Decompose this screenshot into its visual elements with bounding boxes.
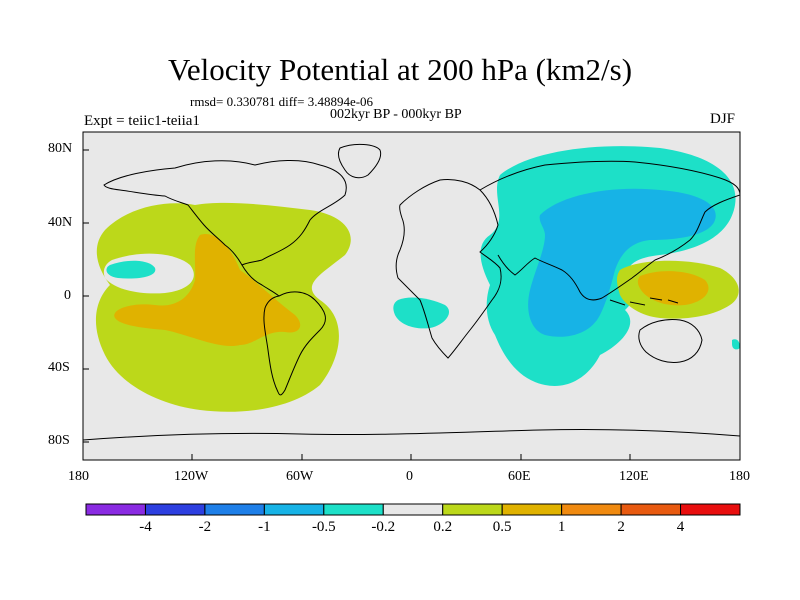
north-america-coast [103, 159, 347, 266]
period-label: 002kyr BP - 000kyr BP [330, 107, 462, 122]
colorbar-swatch [680, 503, 741, 516]
colorbar-label: 0.2 [433, 519, 453, 535]
coastlines [83, 143, 740, 441]
colorbar-label: 2 [617, 519, 625, 535]
south-america-coast [263, 291, 326, 396]
positive-region-wpac-mid [637, 271, 709, 306]
colorbar-swatch [263, 503, 325, 516]
rmsd-diff-text: rmsd= 0.330781 diff= 3.48894e-06 [190, 94, 374, 109]
season-label: DJF [710, 111, 736, 127]
x-tick-label: 60W [286, 469, 314, 484]
y-tick-label: 40S [48, 360, 70, 375]
negative-small-west [106, 260, 156, 279]
y-tick-label: 80S [48, 433, 70, 448]
colorbar-swatch [620, 503, 682, 516]
map-title: Velocity Potential at 200 hPa (km2/s) [167, 52, 633, 87]
central-america-coast [241, 264, 280, 297]
colorbar-swatch [561, 503, 622, 516]
antarctica-coast [83, 428, 740, 441]
y-tick-label: 40N [48, 215, 73, 230]
y-tick-label: 0 [64, 288, 71, 303]
x-tick-label: 120W [174, 469, 209, 484]
y-tick-label: 80N [48, 141, 73, 156]
asia-coast [479, 160, 740, 301]
colorbar-swatch [204, 503, 265, 516]
colorbar-label: -4 [139, 519, 152, 535]
x-tick-label: 180 [729, 469, 750, 484]
indonesia-islands [609, 297, 679, 306]
colorbar-swatch [382, 503, 444, 516]
colorbar-label: -0.2 [371, 519, 396, 535]
x-tick-label: 180 [68, 469, 89, 484]
colorbar [85, 503, 741, 516]
negative-region-lower [393, 297, 450, 329]
greenland-coast [337, 143, 382, 179]
x-tick-label: 120E [619, 469, 649, 484]
colorbar-swatch [85, 503, 146, 516]
contour-fields [95, 146, 740, 412]
colorbar-label: -2 [198, 519, 212, 535]
australia-coast [638, 319, 703, 363]
colorbar-swatch [144, 503, 206, 516]
colorbar-label: 1 [557, 519, 566, 535]
colorbar-swatch [323, 503, 384, 516]
colorbar-swatch [442, 503, 503, 516]
colorbar-label: -0.5 [311, 519, 336, 535]
colorbar-label: 0.5 [492, 519, 512, 535]
positive-region-mid [114, 234, 301, 347]
x-tick-label: 60E [508, 469, 531, 484]
colorbar-swatch [501, 503, 563, 516]
negative-region-east-sliver [732, 339, 740, 350]
map-ticks [82, 149, 741, 460]
negative-region-mid [528, 188, 716, 337]
europe-africa-coast [395, 179, 502, 359]
colorbar-label: 4 [676, 519, 685, 535]
colorbar-label: -1 [258, 519, 271, 535]
x-tick-label: 0 [406, 469, 413, 484]
experiment-label: Expt = teiic1-teiia1 [84, 113, 200, 129]
